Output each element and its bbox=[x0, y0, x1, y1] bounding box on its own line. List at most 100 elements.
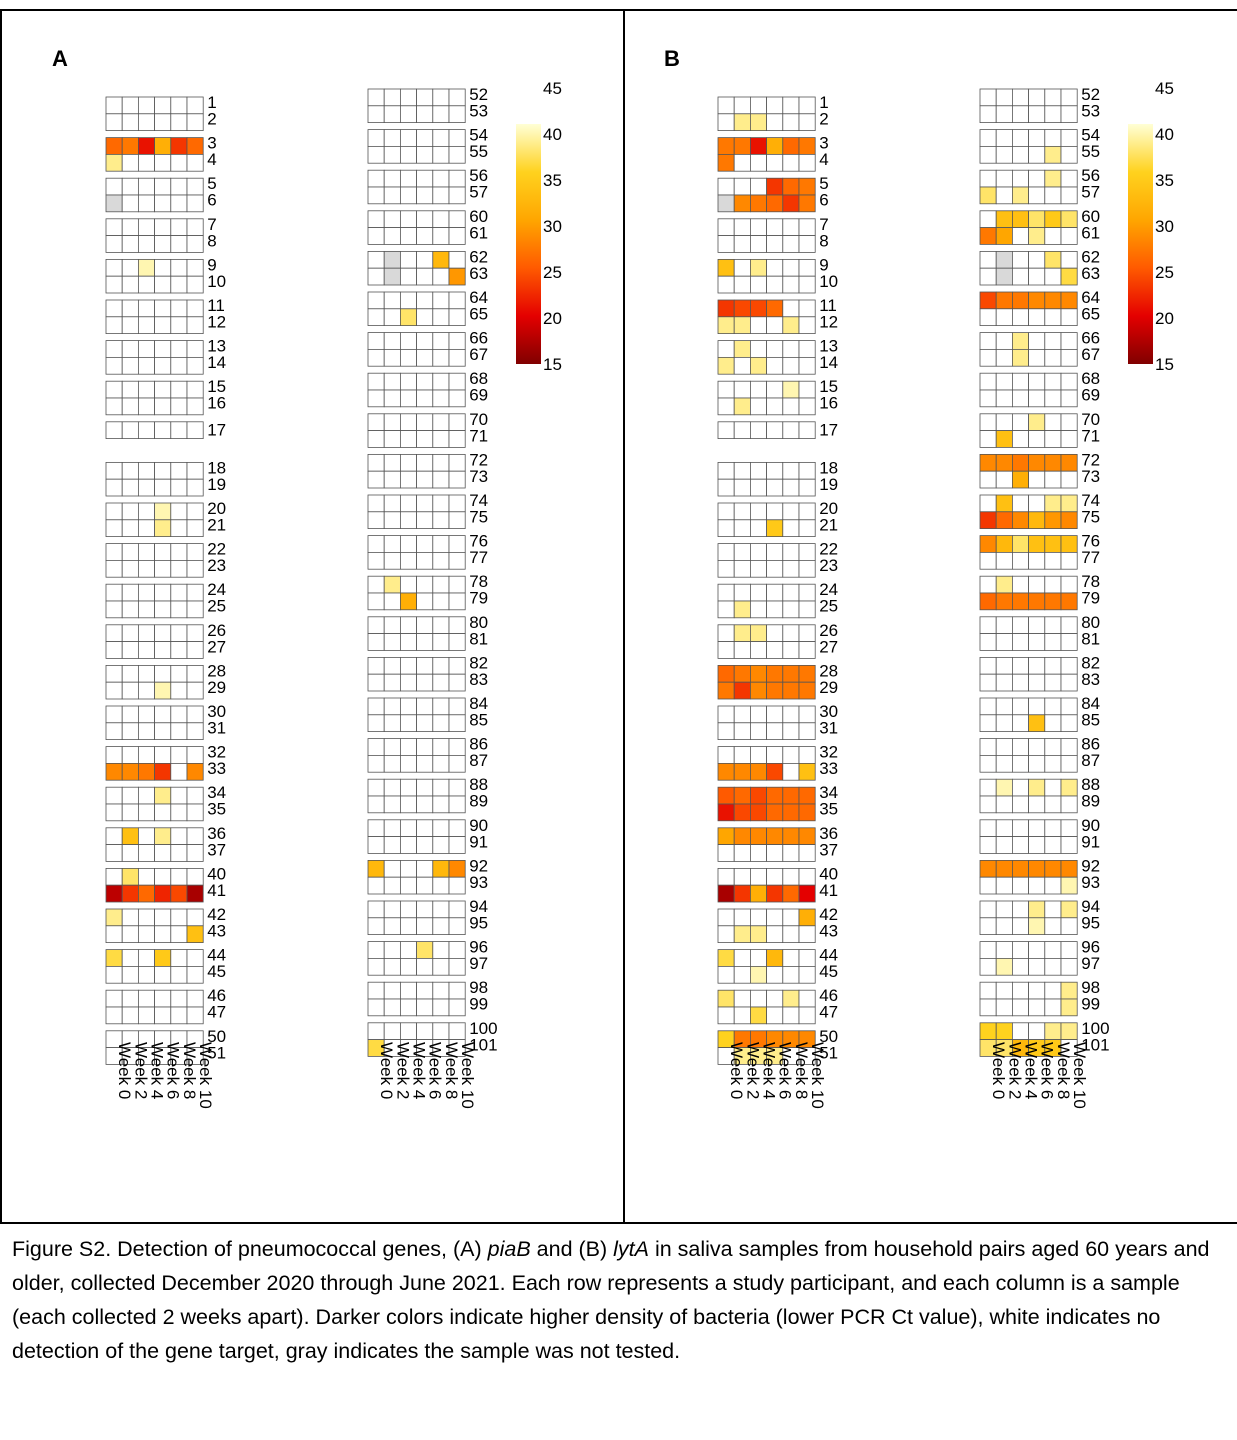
heatmap-cell-b-left-3-col5 bbox=[798, 137, 816, 155]
heatmap-cell-b-right-67-col2 bbox=[1012, 348, 1030, 367]
heatmap-cell-b-left-28-col3 bbox=[766, 665, 784, 683]
participant-label-b-left-20: 20 bbox=[819, 499, 838, 518]
heatmap-cell-a-right-90-col5 bbox=[448, 819, 466, 837]
heatmap-cell-a-left-42-col4 bbox=[170, 908, 188, 927]
heatmap-cell-b-left-44-col1 bbox=[733, 949, 751, 967]
heatmap-cell-b-left-46-col3 bbox=[766, 989, 784, 1008]
participant-label-a-right-75: 75 bbox=[469, 508, 488, 527]
heatmap-cell-a-left-22-col1 bbox=[121, 543, 139, 561]
heatmap-cell-b-right-67-col3 bbox=[1028, 348, 1046, 367]
heatmap-cell-a-right-53-col5 bbox=[448, 105, 466, 124]
heatmap-cell-a-right-76-col4 bbox=[432, 535, 450, 553]
heatmap-cell-a-right-81-col4 bbox=[432, 633, 450, 651]
heatmap-cell-a-left-13-col1 bbox=[121, 340, 139, 358]
heatmap-cell-b-right-57-col5 bbox=[1060, 186, 1078, 205]
heatmap-cell-a-right-95-col1 bbox=[383, 917, 401, 935]
heatmap-cell-a-right-78-col0 bbox=[367, 575, 385, 594]
heatmap-cell-b-left-35-col2 bbox=[750, 803, 768, 822]
heatmap-cell-b-left-16-col0 bbox=[717, 397, 735, 416]
participant-label-a-left-21: 21 bbox=[207, 516, 226, 535]
heatmap-cell-a-right-81-col0 bbox=[367, 633, 385, 651]
heatmap-cell-b-right-86-col3 bbox=[1028, 738, 1046, 756]
heatmap-cell-b-right-95-col3 bbox=[1028, 917, 1046, 935]
heatmap-cell-a-right-97-col3 bbox=[416, 958, 434, 976]
participant-label-b-left-30: 30 bbox=[819, 702, 838, 721]
participant-label-b-right-66: 66 bbox=[1081, 329, 1100, 348]
heatmap-cell-a-left-44-col4 bbox=[170, 949, 188, 967]
heatmap-cell-a-right-75-col3 bbox=[416, 511, 434, 529]
heatmap-cell-b-left-36-col2 bbox=[750, 827, 768, 845]
heatmap-cell-b-left-14-col5 bbox=[798, 356, 816, 375]
heatmap-cell-a-left-24-col0 bbox=[105, 583, 123, 602]
heatmap-cell-b-left-26-col3 bbox=[766, 624, 784, 642]
heatmap-cell-b-right-86-col4 bbox=[1044, 738, 1062, 756]
heatmap-cell-a-left-22-col2 bbox=[137, 543, 155, 561]
heatmap-cell-b-right-87-col0 bbox=[979, 755, 997, 773]
heatmap-cell-a-right-54-col2 bbox=[399, 129, 417, 147]
participant-label-b-right-53: 53 bbox=[1081, 102, 1100, 121]
heatmap-cell-b-right-79-col5 bbox=[1060, 592, 1078, 611]
heatmap-cell-b-left-18-col0 bbox=[717, 461, 735, 480]
heatmap-cell-a-left-24-col3 bbox=[154, 583, 172, 602]
heatmap-cell-a-right-96-col0 bbox=[367, 941, 385, 959]
heatmap-cell-b-right-80-col2 bbox=[1012, 616, 1030, 634]
heatmap-cell-a-right-89-col3 bbox=[416, 795, 434, 814]
heatmap-cell-b-right-88-col5 bbox=[1060, 778, 1078, 797]
heatmap-cell-a-left-5-col4 bbox=[170, 177, 188, 196]
heatmap-cell-a-left-2-col0 bbox=[105, 113, 123, 132]
heatmap-cell-a-right-61-col2 bbox=[399, 227, 417, 245]
heatmap-cell-a-left-18-col1 bbox=[121, 461, 139, 480]
heatmap-cell-a-right-63-col2 bbox=[399, 267, 417, 286]
heatmap-cell-b-left-46-col2 bbox=[750, 989, 768, 1008]
heatmap-cell-b-left-40-col0 bbox=[717, 868, 735, 886]
heatmap-cell-a-right-95-col0 bbox=[367, 917, 385, 935]
heatmap-cell-a-left-43-col0 bbox=[105, 925, 123, 943]
heatmap-cell-a-left-16-col1 bbox=[121, 397, 139, 416]
heatmap-cell-b-left-23-col2 bbox=[750, 560, 768, 578]
week-label-a-right-1: Week 2 bbox=[393, 1042, 412, 1099]
heatmap-cell-a-left-36-col3 bbox=[154, 827, 172, 845]
heatmap-cell-b-left-33-col0 bbox=[717, 763, 735, 781]
heatmap-cell-b-left-31-col1 bbox=[733, 722, 751, 740]
heatmap-cell-a-right-53-col1 bbox=[383, 105, 401, 124]
heatmap-cell-b-right-78-col3 bbox=[1028, 575, 1046, 594]
heatmap-cell-b-left-16-col1 bbox=[733, 397, 751, 416]
participant-label-a-right-69: 69 bbox=[469, 386, 488, 405]
heatmap-cell-b-right-76-col2 bbox=[1012, 535, 1030, 553]
heatmap-cell-a-right-94-col4 bbox=[432, 900, 450, 919]
heatmap-cell-a-right-52-col3 bbox=[416, 88, 434, 107]
participant-label-a-right-97: 97 bbox=[469, 954, 488, 973]
heatmap-cell-a-right-75-col1 bbox=[383, 511, 401, 529]
week-label-a-left-0: Week 0 bbox=[115, 1042, 134, 1099]
heatmap-cell-a-right-83-col4 bbox=[432, 673, 450, 692]
heatmap-cell-a-right-66-col5 bbox=[448, 332, 466, 350]
heatmap-cell-a-right-63-col4 bbox=[432, 267, 450, 286]
heatmap-cell-a-left-35-col1 bbox=[121, 803, 139, 822]
heatmap-cell-a-left-27-col3 bbox=[154, 641, 172, 659]
heatmap-cell-b-right-89-col5 bbox=[1060, 795, 1078, 814]
heatmap-cell-b-right-78-col0 bbox=[979, 575, 997, 594]
heatmap-cell-a-left-9-col1 bbox=[121, 258, 139, 277]
heatmap-cell-b-right-91-col0 bbox=[979, 836, 997, 854]
heatmap-cell-a-right-94-col0 bbox=[367, 900, 385, 919]
heatmap-cell-a-right-79-col4 bbox=[432, 592, 450, 611]
heatmap-cell-b-left-21-col5 bbox=[798, 519, 816, 537]
heatmap-cell-a-left-47-col4 bbox=[170, 1006, 188, 1025]
heatmap-cell-b-left-42-col0 bbox=[717, 908, 735, 927]
heatmap-cell-a-right-82-col0 bbox=[367, 657, 385, 675]
heatmap-cell-a-left-31-col2 bbox=[137, 722, 155, 740]
heatmap-cell-b-right-90-col3 bbox=[1028, 819, 1046, 837]
heatmap-cell-b-left-10-col5 bbox=[798, 275, 816, 294]
participant-label-b-right-60: 60 bbox=[1081, 207, 1100, 226]
heatmap-cell-b-left-32-col4 bbox=[782, 746, 800, 764]
participant-label-a-right-67: 67 bbox=[469, 345, 488, 364]
heatmap-cell-a-right-54-col5 bbox=[448, 129, 466, 147]
heatmap-cell-b-left-14-col1 bbox=[733, 356, 751, 375]
heatmap-cell-b-right-100-col1 bbox=[995, 1022, 1013, 1040]
heatmap-cell-b-right-65-col0 bbox=[979, 308, 997, 326]
heatmap-cell-a-left-24-col1 bbox=[121, 583, 139, 602]
heatmap-cell-a-right-77-col4 bbox=[432, 552, 450, 570]
heatmap-cell-b-right-77-col0 bbox=[979, 552, 997, 570]
participant-label-a-right-79: 79 bbox=[469, 589, 488, 608]
heatmap-cell-b-right-96-col1 bbox=[995, 941, 1013, 959]
